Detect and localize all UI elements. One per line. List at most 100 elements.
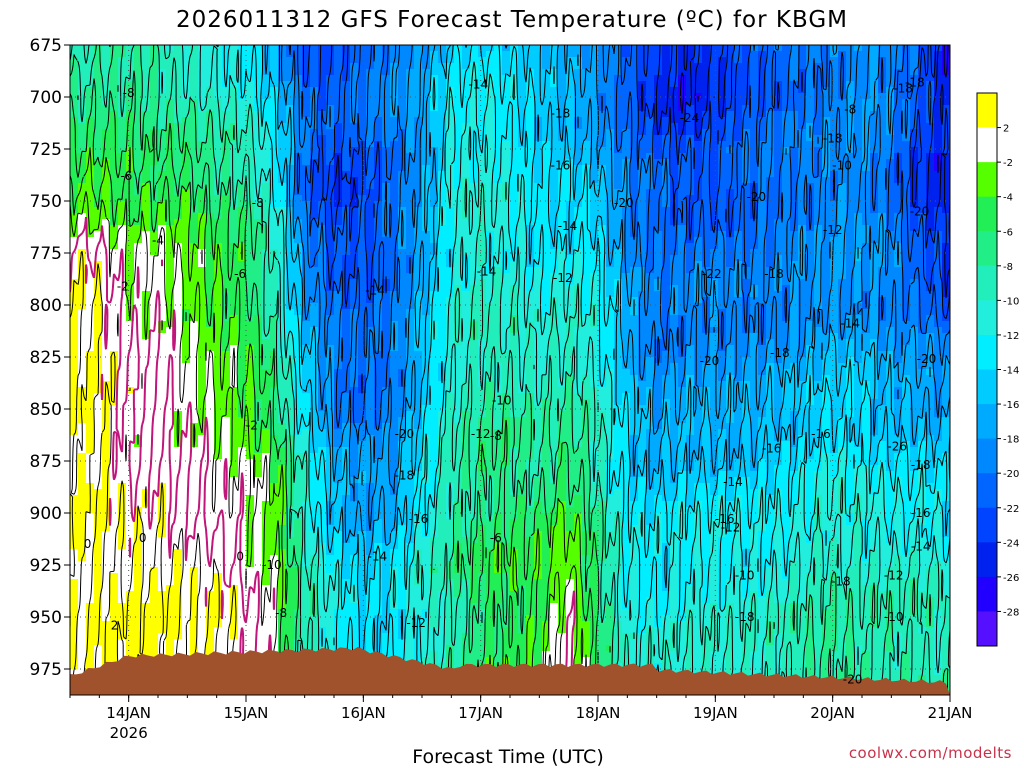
temperature-cell [198,213,207,220]
temperature-cell [310,165,319,172]
temperature-cell [374,639,383,646]
temperature-cell [358,75,367,82]
temperature-cell [230,411,239,418]
temperature-cell [166,585,175,592]
temperature-cell [270,579,279,586]
temperature-cell [358,297,367,304]
temperature-cell [142,63,151,70]
temperature-cell [246,591,255,598]
temperature-cell [78,609,87,616]
temperature-cell [406,243,415,250]
temperature-cell [110,489,119,496]
temperature-cell [326,639,335,646]
temperature-cell [414,231,423,238]
temperature-cell [302,543,311,550]
temperature-cell [302,417,311,424]
temperature-cell [254,177,263,184]
temperature-cell [174,525,183,532]
temperature-cell [382,459,391,466]
temperature-cell [278,213,287,220]
temperature-cell [326,141,335,148]
temperature-cell [70,501,79,508]
temperature-cell [78,93,87,100]
temperature-cell [286,261,295,268]
temperature-cell [334,321,343,328]
temperature-cell [286,537,295,544]
temperature-cell [398,267,407,274]
temperature-cell [190,51,199,58]
temperature-cell [326,135,335,142]
temperature-cell [366,585,375,592]
temperature-cell [310,417,319,424]
temperature-cell [270,99,279,106]
temperature-cell [118,75,127,82]
temperature-cell [334,123,343,130]
temperature-cell [270,177,279,184]
temperature-cell [406,381,415,388]
temperature-cell [86,165,95,172]
temperature-cell [286,489,295,496]
temperature-cell [150,621,159,628]
temperature-cell [134,207,143,214]
temperature-cell [326,405,335,412]
temperature-cell [398,573,407,580]
temperature-cell [78,273,87,280]
temperature-cell [214,219,223,226]
temperature-cell [398,357,407,364]
temperature-cell [134,63,143,70]
temperature-cell [406,393,415,400]
temperature-cell [286,423,295,430]
temperature-cell [94,393,103,400]
temperature-cell [366,633,375,640]
temperature-cell [110,153,119,160]
temperature-cell [246,225,255,232]
temperature-cell [246,609,255,616]
temperature-cell [142,537,151,544]
temperature-cell [70,579,79,586]
temperature-cell [366,207,375,214]
temperature-cell [174,627,183,634]
temperature-cell [334,513,343,520]
temperature-cell [166,333,175,340]
temperature-cell [158,375,167,382]
temperature-cell [414,381,423,388]
temperature-cell [406,627,415,634]
temperature-cell [310,357,319,364]
temperature-cell [230,309,239,316]
temperature-cell [222,225,231,232]
temperature-cell [70,363,79,370]
temperature-cell [246,639,255,646]
temperature-cell [206,123,215,130]
temperature-cell [94,45,103,52]
temperature-cell [126,555,135,562]
temperature-cell [278,477,287,484]
temperature-cell [278,123,287,130]
temperature-cell [350,621,359,628]
temperature-cell [278,81,287,88]
temperature-cell [238,495,247,502]
temperature-cell [358,99,367,106]
temperature-cell [398,525,407,532]
temperature-cell [294,633,303,640]
temperature-cell [134,105,143,112]
temperature-cell [70,45,79,52]
temperature-cell [286,633,295,640]
temperature-cell [190,555,199,562]
temperature-cell [310,471,319,478]
temperature-cell [318,309,327,316]
temperature-cell [78,519,87,526]
temperature-cell [102,75,111,82]
temperature-cell [134,453,143,460]
temperature-cell [174,297,183,304]
temperature-cell [342,321,351,328]
temperature-cell [294,303,303,310]
temperature-cell [334,105,343,112]
temperature-cell [414,303,423,310]
temperature-cell [78,477,87,484]
temperature-cell [430,195,439,202]
temperature-cell [262,279,271,286]
temperature-cell [358,603,367,610]
temperature-cell [86,555,95,562]
temperature-cell [310,423,319,430]
temperature-cell [150,603,159,610]
